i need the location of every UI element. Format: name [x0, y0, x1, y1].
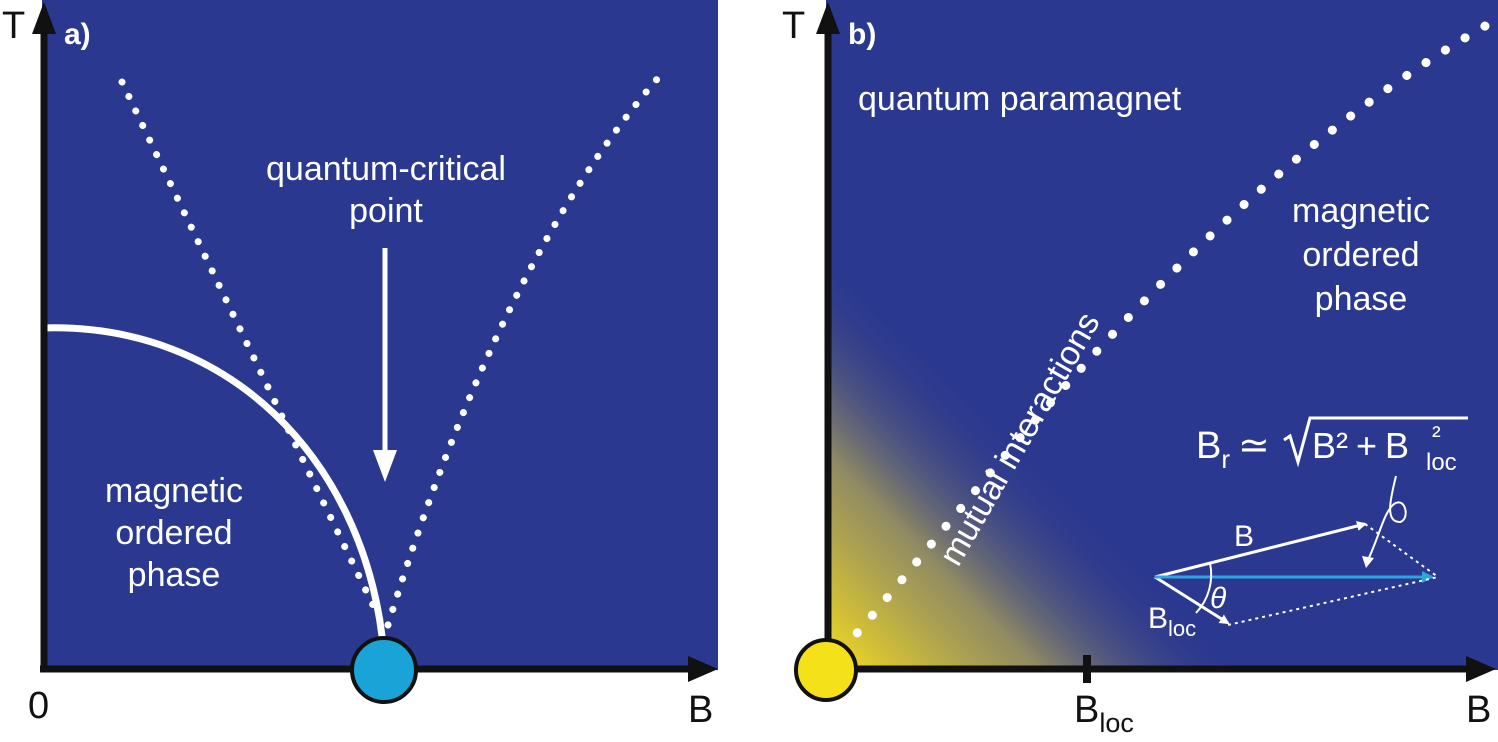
svg-text:loc: loc — [1426, 449, 1457, 476]
angle-arc — [1195, 562, 1213, 614]
panel-a-axis-x-label: B — [688, 689, 713, 731]
panel-b-axis-y-label: T — [782, 5, 805, 47]
panel-a-origin-label: 0 — [28, 685, 49, 727]
svg-text:Br≃: Br ≃ — [1196, 425, 1270, 474]
panel-b-axis-x-label: B — [1466, 689, 1491, 731]
phase-a-label-line2: ordered — [115, 514, 232, 552]
vector-diagram: B Bloc θ — [1148, 520, 1439, 641]
sqrt-sign — [1283, 416, 1468, 468]
phase-b-label-line2: ordered — [1302, 236, 1419, 274]
panel-a: a) quantum-critical point magnetic order… — [2, 0, 718, 731]
crossover-left-dotted — [118, 78, 389, 634]
angle-label: θ — [1210, 582, 1227, 615]
bloc-tick-label: Bloc — [1074, 689, 1134, 737]
panel-a-background — [42, 0, 718, 670]
paramagnet-label: quantum paramagnet — [858, 80, 1182, 118]
vector-bloc-label: Bloc — [1148, 602, 1196, 641]
qcp-label-line2: point — [349, 192, 423, 230]
phase-a-label-line1: magnetic — [105, 472, 243, 510]
panel-b-tag: b) — [848, 18, 876, 51]
interaction-glow — [826, 270, 1245, 670]
vector-b — [1154, 521, 1367, 579]
phase-boundary-dotted — [837, 17, 1497, 655]
crossover-right-dotted — [384, 74, 662, 629]
parallelogram-upper — [1364, 523, 1439, 578]
parallelogram-lower — [1227, 576, 1439, 626]
panel-a-axis-y-label: T — [2, 5, 25, 47]
formula-pointer-squiggle — [1367, 475, 1407, 561]
panel-a-tag: a) — [64, 18, 91, 51]
resultant-field-formula: Br ≃ B² + B loc ² — [1196, 416, 1468, 476]
svg-text:²: ² — [1432, 420, 1441, 450]
panel-b: b) quantum paramagnet magnetic ordered p… — [782, 0, 1498, 738]
svg-text:B²+B: B² + B — [1312, 425, 1409, 466]
phase-b-label-line1: magnetic — [1292, 192, 1430, 230]
phase-b-label-line3: phase — [1315, 280, 1408, 318]
panel-b-axes — [816, 2, 1496, 683]
origin-circle-icon — [794, 638, 858, 702]
phase-boundary-line — [38, 324, 386, 640]
vector-bloc — [1154, 575, 1230, 625]
arrow-down-icon — [373, 248, 397, 482]
vector-b-label: B — [1234, 520, 1254, 553]
qcp-label-line1: quantum-critical — [266, 150, 506, 188]
qcp-circle-icon — [350, 636, 418, 704]
formula-pointer-head — [1362, 556, 1374, 568]
phase-a-label-line3: phase — [128, 556, 221, 594]
